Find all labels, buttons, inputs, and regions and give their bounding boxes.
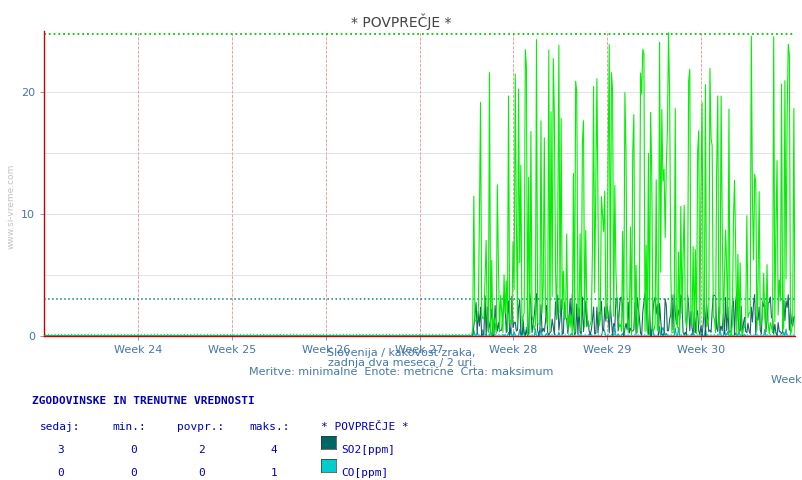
Text: maks.:: maks.: <box>249 422 289 432</box>
Text: CO[ppm]: CO[ppm] <box>341 468 388 479</box>
Text: Week 31: Week 31 <box>770 375 802 385</box>
Text: * POVPREČJE *: * POVPREČJE * <box>321 422 408 432</box>
Text: zadnja dva meseca / 2 uri.: zadnja dva meseca / 2 uri. <box>327 358 475 368</box>
Text: SO2[ppm]: SO2[ppm] <box>341 445 395 456</box>
Text: 1: 1 <box>270 468 277 479</box>
Text: 0: 0 <box>198 468 205 479</box>
Text: Slovenija / kakovost zraka,: Slovenija / kakovost zraka, <box>327 348 475 358</box>
Text: ZGODOVINSKE IN TRENUTNE VREDNOSTI: ZGODOVINSKE IN TRENUTNE VREDNOSTI <box>32 396 254 406</box>
Text: sedaj:: sedaj: <box>40 422 80 432</box>
Text: 0: 0 <box>130 445 136 456</box>
Text: 0: 0 <box>58 468 64 479</box>
Text: min.:: min.: <box>112 422 146 432</box>
Text: 0: 0 <box>130 468 136 479</box>
Text: Meritve: minimalne  Enote: metrične  Črta: maksimum: Meritve: minimalne Enote: metrične Črta:… <box>249 367 553 377</box>
Text: www.si-vreme.com: www.si-vreme.com <box>6 164 15 249</box>
Text: povpr.:: povpr.: <box>176 422 224 432</box>
Text: 2: 2 <box>198 445 205 456</box>
Text: 4: 4 <box>270 445 277 456</box>
Text: 3: 3 <box>58 445 64 456</box>
Text: * POVPREČJE *: * POVPREČJE * <box>350 13 452 30</box>
